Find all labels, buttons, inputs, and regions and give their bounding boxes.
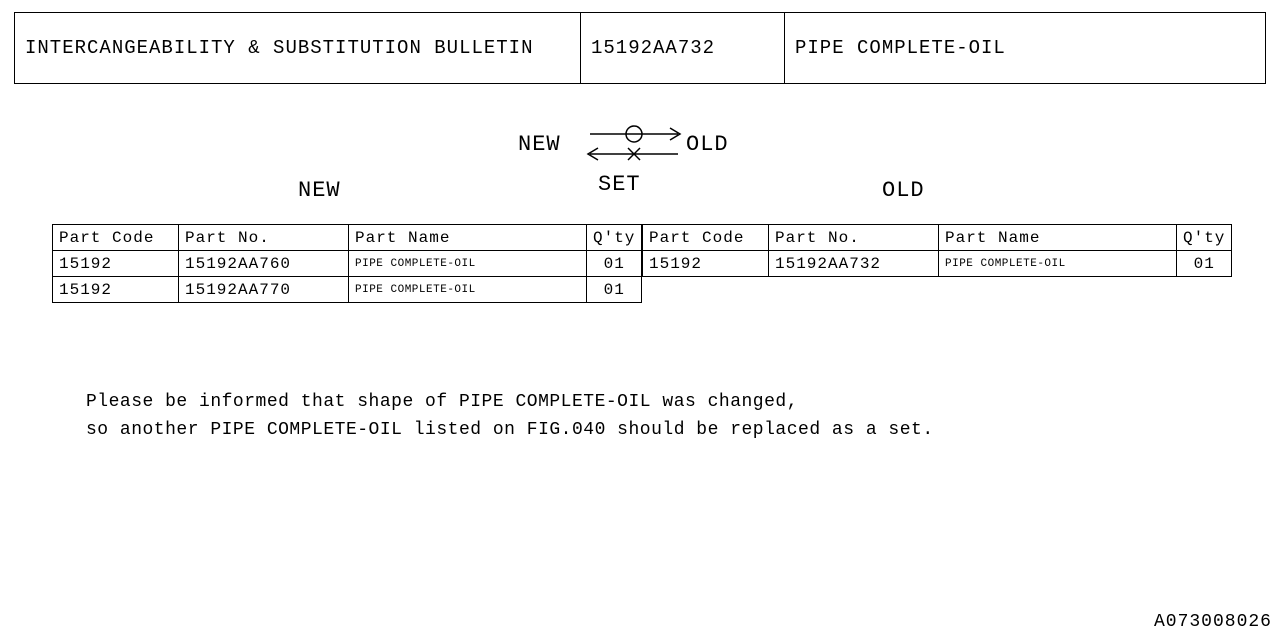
arrows-icon [520, 118, 760, 198]
cell-part-name: PIPE COMPLETE-OIL [349, 251, 587, 277]
cell-part-no: 15192AA732 [769, 251, 939, 277]
col-part-no: Part No. [179, 225, 349, 251]
header-part-name: PIPE COMPLETE-OIL [785, 13, 1265, 83]
cell-part-code: 15192 [53, 251, 179, 277]
old-parts-table: Part Code Part No. Part Name Q'ty 15192 … [642, 224, 1232, 277]
header-part-no: 15192AA732 [581, 13, 785, 83]
col-part-no: Part No. [769, 225, 939, 251]
note-line-2: so another PIPE COMPLETE-OIL listed on F… [86, 420, 934, 440]
col-part-code: Part Code [53, 225, 179, 251]
table-row: 15192 15192AA732 PIPE COMPLETE-OIL 01 [643, 251, 1232, 277]
section-new-label: NEW [298, 178, 341, 203]
cell-qty: 01 [587, 277, 642, 303]
table-header-row: Part Code Part No. Part Name Q'ty [53, 225, 642, 251]
cell-part-code: 15192 [643, 251, 769, 277]
note-line-1: Please be informed that shape of PIPE CO… [86, 392, 798, 412]
col-qty: Q'ty [1177, 225, 1232, 251]
col-qty: Q'ty [587, 225, 642, 251]
table-row: 15192 15192AA770 PIPE COMPLETE-OIL 01 [53, 277, 642, 303]
table-row: 15192 15192AA760 PIPE COMPLETE-OIL 01 [53, 251, 642, 277]
section-old-label: OLD [882, 178, 925, 203]
new-parts-table: Part Code Part No. Part Name Q'ty 15192 … [52, 224, 642, 303]
cell-part-name: PIPE COMPLETE-OIL [939, 251, 1177, 277]
header-title: INTERCANGEABILITY & SUBSTITUTION BULLETI… [15, 13, 581, 83]
col-part-name: Part Name [349, 225, 587, 251]
table-header-row: Part Code Part No. Part Name Q'ty [643, 225, 1232, 251]
cell-qty: 01 [1177, 251, 1232, 277]
document-id: A073008026 [1154, 612, 1272, 632]
cell-part-name: PIPE COMPLETE-OIL [349, 277, 587, 303]
cell-part-code: 15192 [53, 277, 179, 303]
cell-part-no: 15192AA770 [179, 277, 349, 303]
col-part-name: Part Name [939, 225, 1177, 251]
interchange-diagram: NEW OLD SET [520, 118, 760, 198]
cell-qty: 01 [587, 251, 642, 277]
bulletin-header: INTERCANGEABILITY & SUBSTITUTION BULLETI… [14, 12, 1266, 84]
col-part-code: Part Code [643, 225, 769, 251]
cell-part-no: 15192AA760 [179, 251, 349, 277]
